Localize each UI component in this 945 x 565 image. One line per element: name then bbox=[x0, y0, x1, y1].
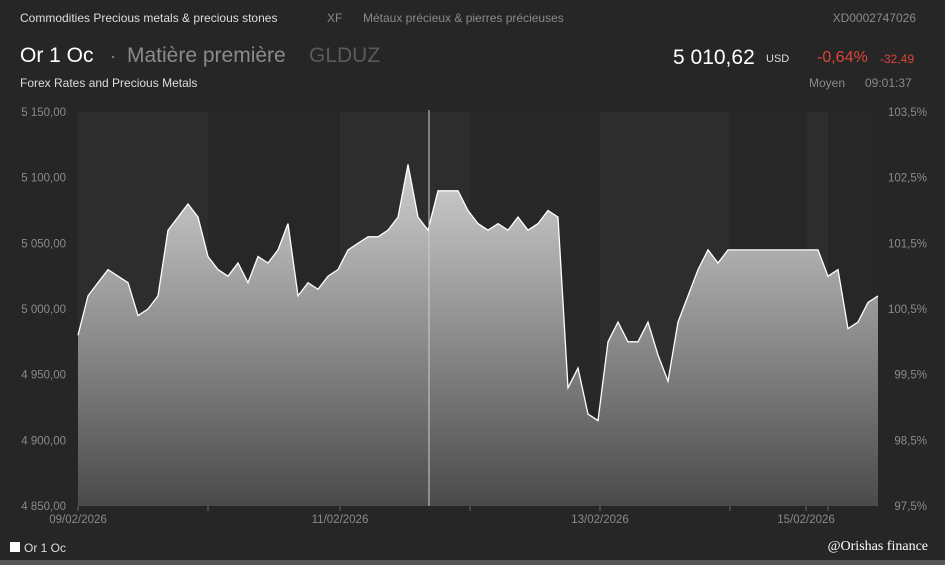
y2-tick-label: 99,5% bbox=[894, 370, 927, 382]
separator: · bbox=[110, 46, 116, 66]
category-label: Commodities Precious metals & precious s… bbox=[20, 11, 278, 25]
y-tick-label: 5 000,00 bbox=[21, 304, 66, 316]
change-pct: -0,64% bbox=[817, 49, 868, 66]
y2-tick-label: 102,5% bbox=[888, 173, 927, 185]
ticker: GLDUZ bbox=[309, 44, 381, 67]
x-tick-label: 09/02/2026 bbox=[49, 514, 107, 526]
currency: USD bbox=[766, 53, 790, 65]
price-area bbox=[78, 164, 878, 506]
y2-tick-label: 97,5% bbox=[894, 501, 927, 513]
subtitle: Forex Rates and Precious Metals bbox=[20, 76, 198, 90]
watermark: @Orishas finance bbox=[827, 539, 928, 554]
isin-label: XD0002747026 bbox=[832, 11, 916, 25]
y-tick-label: 5 100,00 bbox=[21, 173, 66, 185]
y-tick-label: 5 050,00 bbox=[21, 238, 66, 250]
price-chart[interactable]: 5 150,00 5 100,00 5 050,00 5 000,00 4 950,00… bbox=[0, 100, 945, 530]
y-tick-label: 4 850,00 bbox=[21, 501, 66, 513]
time: 09:01:37 bbox=[865, 76, 912, 90]
y-tick-label: 4 950,00 bbox=[21, 370, 66, 382]
legend-label[interactable]: Or 1 Oc bbox=[24, 541, 67, 555]
x-tick-label: 15/02/2026 bbox=[777, 514, 835, 526]
change-abs: -32,49 bbox=[880, 52, 915, 66]
price-line bbox=[77, 164, 879, 422]
y2-tick-label: 101,5% bbox=[888, 238, 927, 250]
y-tick-label: 5 150,00 bbox=[21, 107, 66, 119]
y2-tick-label: 103,5% bbox=[888, 107, 927, 119]
legend-swatch bbox=[10, 542, 20, 552]
bottom-border bbox=[0, 560, 945, 565]
x-tick-label: 13/02/2026 bbox=[571, 514, 629, 526]
x-tick-label: 11/02/2026 bbox=[312, 514, 369, 526]
instrument-name: Or 1 Oc bbox=[20, 44, 94, 67]
price-type: Moyen bbox=[809, 76, 846, 90]
y-tick-label: 4 900,00 bbox=[21, 435, 66, 447]
y2-tick-label: 98,5% bbox=[894, 435, 927, 447]
category-fr-label: Métaux précieux & pierres précieuses bbox=[363, 11, 564, 25]
exchange-label: XF bbox=[327, 11, 343, 25]
y2-tick-label: 100,5% bbox=[888, 304, 927, 316]
instrument-type: Matière première bbox=[127, 44, 286, 67]
price: 5 010,62 bbox=[673, 46, 755, 69]
